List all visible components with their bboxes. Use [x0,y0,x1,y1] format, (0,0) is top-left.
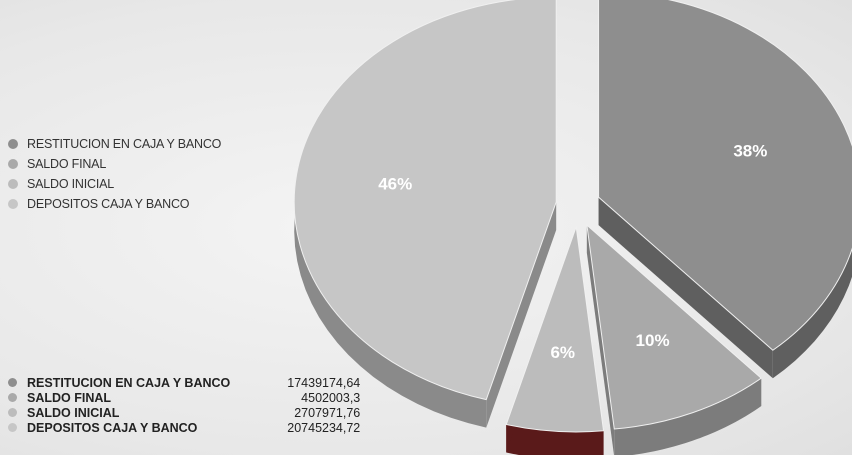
legend-label: SALDO INICIAL [27,177,115,191]
table-cell-category: RESTITUCION EN CAJA Y BANCO [8,376,260,391]
table-row: SALDO FINAL 4502003,3 [8,391,360,406]
data-table: RESTITUCION EN CAJA Y BANCO 17439174,64 … [8,376,360,436]
legend-label: RESTITUCION EN CAJA Y BANCO [27,137,222,151]
category-label: RESTITUCION EN CAJA Y BANCO [27,376,231,390]
table-cell-value: 20745234,72 [287,421,361,435]
category-label: SALDO FINAL [27,391,112,405]
legend-marker [8,159,18,169]
pie-slice-side [294,0,557,428]
slice-percent-label: 38% [733,141,767,160]
pie-slice-side [598,0,852,379]
pie-slice [598,0,852,351]
legend-marker [8,139,18,149]
legend-marker [8,393,17,402]
table-cell-value: 17439174,64 [287,376,361,390]
category-label: DEPOSITOS CAJA Y BANCO [27,421,198,435]
pie-slice [293,0,557,401]
table-cell-value: 2707971,76 [294,406,361,420]
pie-slice-face [486,202,557,428]
pie-slice-face [598,197,773,379]
legend-marker [8,408,17,417]
table-cell-category: DEPOSITOS CAJA Y BANCO [8,421,260,436]
legend-label: DEPOSITOS CAJA Y BANCO [27,197,190,211]
legend-marker [8,179,18,189]
slice-percent-label: 46% [378,174,412,193]
slice-percent-label: 6% [550,343,575,362]
chart-legend: RESTITUCION EN CAJA Y BANCO SALDO FINAL … [8,134,221,214]
legend-marker [8,423,17,432]
legend-label: SALDO FINAL [27,157,107,171]
table-cell-value: 4502003,3 [301,391,361,405]
table-cell-category: SALDO INICIAL [8,406,260,421]
table-row: RESTITUCION EN CAJA Y BANCO 17439174,64 [8,376,360,391]
slice-percent-label: 10% [636,331,670,350]
pie-slice [505,226,605,433]
pie-slice [586,223,762,430]
legend-marker [8,199,18,209]
legend-item: DEPOSITOS CAJA Y BANCO [8,194,221,214]
legend-item: SALDO INICIAL [8,174,221,194]
legend-item: SALDO FINAL [8,154,221,174]
category-label: SALDO INICIAL [27,406,120,420]
pie-slice-wall [614,378,762,455]
table-row: SALDO INICIAL 2707971,76 [8,406,360,421]
pie-slice-face [586,225,615,455]
legend-marker [8,378,17,387]
table-row: DEPOSITOS CAJA Y BANCO 20745234,72 [8,421,360,436]
legend-item: RESTITUCION EN CAJA Y BANCO [8,134,221,154]
table-cell-category: SALDO FINAL [8,391,260,406]
